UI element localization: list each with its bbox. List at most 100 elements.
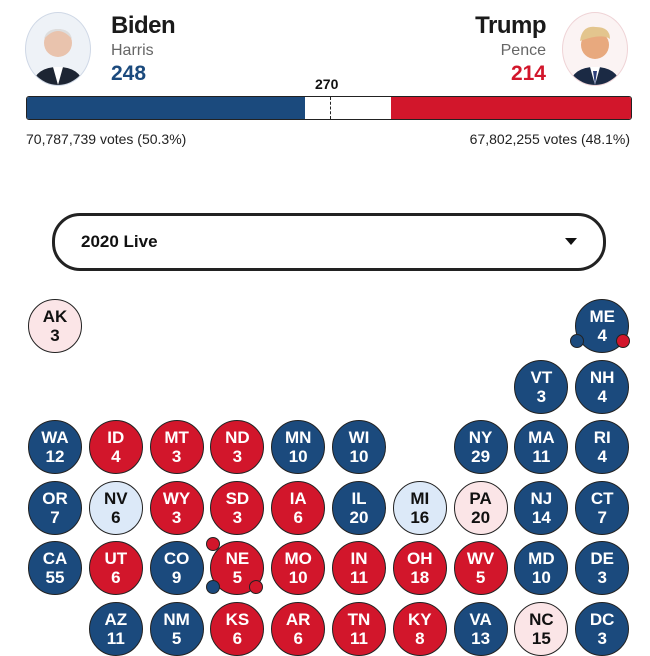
state-tile-ma[interactable]: MA 11 xyxy=(514,420,569,475)
state-electoral-votes: 14 xyxy=(531,507,551,527)
state-abbr: OR xyxy=(42,488,68,508)
state-tile-nd[interactable]: ND 3 xyxy=(210,420,265,475)
state-abbr: RI xyxy=(593,428,611,448)
state-abbr: MI xyxy=(410,488,430,508)
state-tile-ca[interactable]: CA 55 xyxy=(28,541,82,596)
state-tile-mt[interactable]: MT 3 xyxy=(149,420,204,475)
state-abbr: VA xyxy=(469,610,492,629)
state-abbr: VT xyxy=(530,367,553,387)
state-electoral-votes: 8 xyxy=(415,629,425,648)
state-tile-de[interactable]: DE 3 xyxy=(575,541,630,596)
year-selector-dropdown[interactable]: 2020 Live xyxy=(52,213,606,271)
state-abbr: ID xyxy=(107,428,125,448)
state-tile-il[interactable]: IL 20 xyxy=(332,480,386,535)
state-tile-mn[interactable]: MN 10 xyxy=(271,420,326,475)
state-tile-oh[interactable]: OH 18 xyxy=(392,541,447,596)
state-electoral-votes: 3 xyxy=(232,447,243,467)
state-tile-ks[interactable]: KS 6 xyxy=(210,602,265,656)
state-abbr: NC xyxy=(529,610,554,629)
state-tile-wy[interactable]: WY 3 xyxy=(149,480,204,535)
state-electoral-votes: 6 xyxy=(293,629,303,648)
state-tile-vt[interactable]: VT 3 xyxy=(514,359,569,414)
state-abbr: DE xyxy=(590,549,614,569)
state-tile-id[interactable]: ID 4 xyxy=(88,420,143,475)
state-tile-ky[interactable]: KY 8 xyxy=(392,602,447,656)
year-selector-value: 2020 Live xyxy=(81,232,158,251)
state-tile-mi[interactable]: MI 16 xyxy=(392,480,447,535)
state-abbr: KY xyxy=(407,610,432,629)
state-electoral-votes: 3 xyxy=(50,326,60,345)
state-electoral-votes: 4 xyxy=(111,447,121,467)
state-tile-va[interactable]: VA 13 xyxy=(453,602,508,656)
state-tile-pa[interactable]: PA 20 xyxy=(453,480,508,535)
state-tile-ia[interactable]: IA 6 xyxy=(271,480,326,535)
state-tile-nj[interactable]: NJ 14 xyxy=(514,480,569,535)
state-tile-ny[interactable]: NY 29 xyxy=(453,420,508,475)
state-tile-ut[interactable]: UT 6 xyxy=(88,541,143,596)
district-dot[interactable] xyxy=(206,537,221,552)
state-tile-me[interactable]: ME 4 xyxy=(570,299,631,353)
state-electoral-votes: 3 xyxy=(232,507,243,527)
state-electoral-votes: 7 xyxy=(597,507,607,527)
state-abbr: OH xyxy=(407,549,433,569)
state-tile-ct[interactable]: CT 7 xyxy=(575,480,630,535)
state-electoral-votes: 4 xyxy=(597,326,607,345)
state-tile-nm[interactable]: NM 5 xyxy=(149,602,204,656)
state-electoral-votes: 20 xyxy=(471,507,491,527)
state-electoral-votes: 5 xyxy=(171,629,182,648)
state-electoral-votes: 5 xyxy=(475,568,486,588)
state-tile-ri[interactable]: RI 4 xyxy=(575,420,630,475)
trump-avatar xyxy=(562,12,628,86)
state-electoral-votes: 3 xyxy=(171,507,182,527)
state-tile-tn[interactable]: TN 11 xyxy=(332,602,386,656)
state-tile-ak[interactable]: AK 3 xyxy=(28,299,82,353)
state-tile-md[interactable]: MD 10 xyxy=(514,541,569,596)
state-electoral-votes: 11 xyxy=(350,568,368,588)
state-electoral-votes: 11 xyxy=(532,447,551,467)
threshold-label: 270 xyxy=(315,76,339,92)
state-abbr: NM xyxy=(163,610,190,629)
state-tile-dc[interactable]: DC 3 xyxy=(575,602,630,656)
state-abbr: KS xyxy=(225,610,250,629)
state-tile-nh[interactable]: NH 4 xyxy=(575,359,630,414)
district-dot[interactable] xyxy=(206,580,221,595)
state-tile-in[interactable]: IN 11 xyxy=(332,541,386,596)
state-abbr: CT xyxy=(590,488,614,508)
state-tile-az[interactable]: AZ 11 xyxy=(88,602,143,656)
state-electoral-votes: 11 xyxy=(106,629,125,648)
state-tile-or[interactable]: OR 7 xyxy=(28,480,82,535)
state-electoral-votes: 20 xyxy=(349,507,369,527)
state-tile-sd[interactable]: SD 3 xyxy=(210,480,265,535)
district-dot[interactable] xyxy=(249,580,264,595)
state-abbr: DC xyxy=(589,610,615,629)
state-abbr: CA xyxy=(42,549,68,569)
state-abbr: NH xyxy=(589,367,615,387)
state-tile-mo[interactable]: MO 10 xyxy=(271,541,326,596)
state-electoral-votes: 16 xyxy=(410,507,430,527)
state-electoral-votes: 3 xyxy=(597,568,607,588)
state-abbr: NJ xyxy=(530,488,553,508)
state-tile-ar[interactable]: AR 6 xyxy=(271,602,326,656)
state-electoral-votes: 18 xyxy=(410,568,430,588)
district-dot[interactable] xyxy=(570,334,585,348)
rep-running-mate: Pence xyxy=(500,42,546,59)
state-tile-co[interactable]: CO 9 xyxy=(149,541,204,596)
state-tile-ne[interactable]: NE 5 xyxy=(206,537,265,596)
state-electoral-votes: 3 xyxy=(171,447,182,467)
dem-candidate-name: Biden xyxy=(111,12,176,39)
state-tile-wa[interactable]: WA 12 xyxy=(28,420,82,475)
electoral-progress-bar xyxy=(26,96,632,120)
state-electoral-votes: 10 xyxy=(288,568,308,588)
state-electoral-votes: 29 xyxy=(471,447,491,467)
state-tile-wv[interactable]: WV 5 xyxy=(453,541,508,596)
state-abbr: WV xyxy=(466,549,495,569)
state-tile-nv[interactable]: NV 6 xyxy=(88,480,143,535)
district-dot[interactable] xyxy=(616,334,631,348)
biden-avatar xyxy=(25,12,91,86)
state-abbr: WI xyxy=(348,428,370,448)
dem-popular-votes: 70,787,739 votes (50.3%) xyxy=(26,131,187,147)
state-abbr: UT xyxy=(104,549,128,569)
state-tile-wi[interactable]: WI 10 xyxy=(332,420,386,475)
state-tile-nc[interactable]: NC 15 xyxy=(514,602,569,656)
caret-down-icon xyxy=(565,238,577,245)
